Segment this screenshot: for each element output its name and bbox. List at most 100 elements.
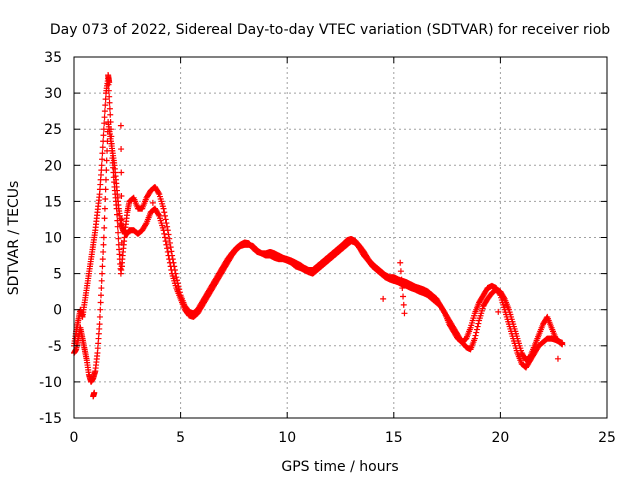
track-a-point: [96, 313, 103, 320]
track-b-point: [167, 244, 174, 251]
outliers-point: [400, 293, 407, 300]
chart-title: Day 073 of 2022, Sidereal Day-to-day VTE…: [50, 22, 610, 38]
x-tick-label: 25: [598, 430, 616, 446]
track-b-point: [174, 280, 181, 287]
track-b-point: [171, 266, 178, 273]
track-b-point: [109, 147, 116, 154]
track-a-point: [98, 285, 105, 292]
track-b-point: [108, 140, 115, 147]
track-b-point: [102, 102, 109, 109]
outliers-point: [397, 259, 404, 266]
track-a-point: [162, 238, 169, 245]
outliers-point: [118, 239, 125, 246]
outliers-point: [380, 295, 387, 302]
track-a-point: [99, 270, 106, 277]
track-b-point: [100, 132, 107, 139]
outliers-point: [118, 216, 125, 223]
y-tick-label: 0: [53, 303, 62, 319]
track-a-point: [100, 241, 107, 248]
track-b-point: [108, 133, 115, 140]
track-b-point: [114, 217, 121, 224]
y-tick-label: -10: [39, 375, 62, 391]
track-b-point: [101, 108, 108, 115]
track-b-point: [163, 220, 170, 227]
track-b-point: [115, 229, 122, 236]
track-b-point: [99, 144, 106, 151]
track-a-point: [142, 221, 149, 228]
outliers-point: [117, 122, 124, 129]
track-b-point: [113, 205, 120, 212]
outliers-point: [495, 308, 502, 315]
track-b-point: [99, 150, 106, 157]
track-a-point: [97, 299, 104, 306]
track-b-point: [176, 289, 183, 296]
track-a-point: [98, 292, 105, 299]
y-tick-label: -5: [48, 339, 62, 355]
grid-lines: [74, 57, 607, 418]
track-b-point: [98, 162, 105, 169]
outliers-point: [118, 192, 125, 199]
track-a-point: [155, 211, 162, 218]
track-b-point: [496, 291, 503, 298]
track-a-point: [473, 326, 480, 333]
track-a-point: [101, 215, 108, 222]
track-b-point: [441, 309, 448, 316]
track-a-point: [97, 306, 104, 313]
y-tick-label: -15: [39, 411, 62, 427]
track-a-point: [103, 157, 110, 164]
track-b-point: [107, 118, 114, 125]
track-b-point: [161, 209, 168, 216]
track-b-point: [101, 120, 108, 127]
outliers-point: [398, 276, 405, 283]
track-a-point: [163, 241, 170, 248]
track-a-point: [475, 320, 482, 327]
x-tick-label: 15: [385, 430, 403, 446]
outliers-point: [118, 169, 125, 176]
track-a-point: [98, 277, 105, 284]
outliers-point: [91, 389, 98, 396]
y-tick-label: 5: [53, 267, 62, 283]
outliers-point: [149, 199, 156, 206]
outliers-point: [401, 310, 408, 317]
track-b-point: [101, 114, 108, 121]
x-tick-label: 5: [176, 430, 185, 446]
track-b-point: [172, 270, 179, 277]
x-tick-label: 20: [491, 430, 509, 446]
track-b-point: [160, 205, 167, 212]
track-b-point: [166, 239, 173, 246]
track-a-point: [99, 263, 106, 270]
track-a-point: [99, 256, 106, 263]
track-a-point: [96, 321, 103, 328]
track-a-point: [100, 248, 107, 255]
data-points: [71, 72, 566, 400]
track-b-point: [106, 105, 113, 112]
track-b-point: [559, 341, 566, 348]
y-tick-label: 30: [44, 86, 62, 102]
track-a-point: [102, 195, 109, 202]
y-tick-label: 25: [44, 122, 62, 138]
track-b-point: [171, 263, 178, 270]
track-b-point: [99, 156, 106, 163]
track-a-point: [101, 224, 108, 231]
outliers-point: [397, 268, 404, 275]
track-b-point: [105, 87, 112, 94]
track-b-point: [113, 211, 120, 218]
track-b-point: [174, 277, 181, 284]
axis-ticks: [73, 56, 608, 419]
y-tick-label: 35: [44, 50, 62, 66]
track-b-point: [170, 259, 177, 266]
track-a-point: [101, 205, 108, 212]
track-b-point: [165, 231, 172, 238]
tick-labels: 0 5 10 15 20 25 -15 -10 -5 0 5 10 15 20 25 30 35: [39, 50, 616, 446]
track-a-point: [164, 245, 171, 252]
track-b-point: [162, 216, 169, 223]
outliers-point: [106, 79, 113, 86]
track-b-point: [102, 96, 109, 103]
track-b-point: [168, 248, 175, 255]
track-b-point: [107, 111, 114, 118]
track-a-point: [100, 234, 107, 241]
track-b-point: [164, 227, 171, 234]
x-tick-label: 0: [70, 430, 79, 446]
track-b-point: [173, 274, 180, 281]
track-a-point: [102, 176, 109, 183]
